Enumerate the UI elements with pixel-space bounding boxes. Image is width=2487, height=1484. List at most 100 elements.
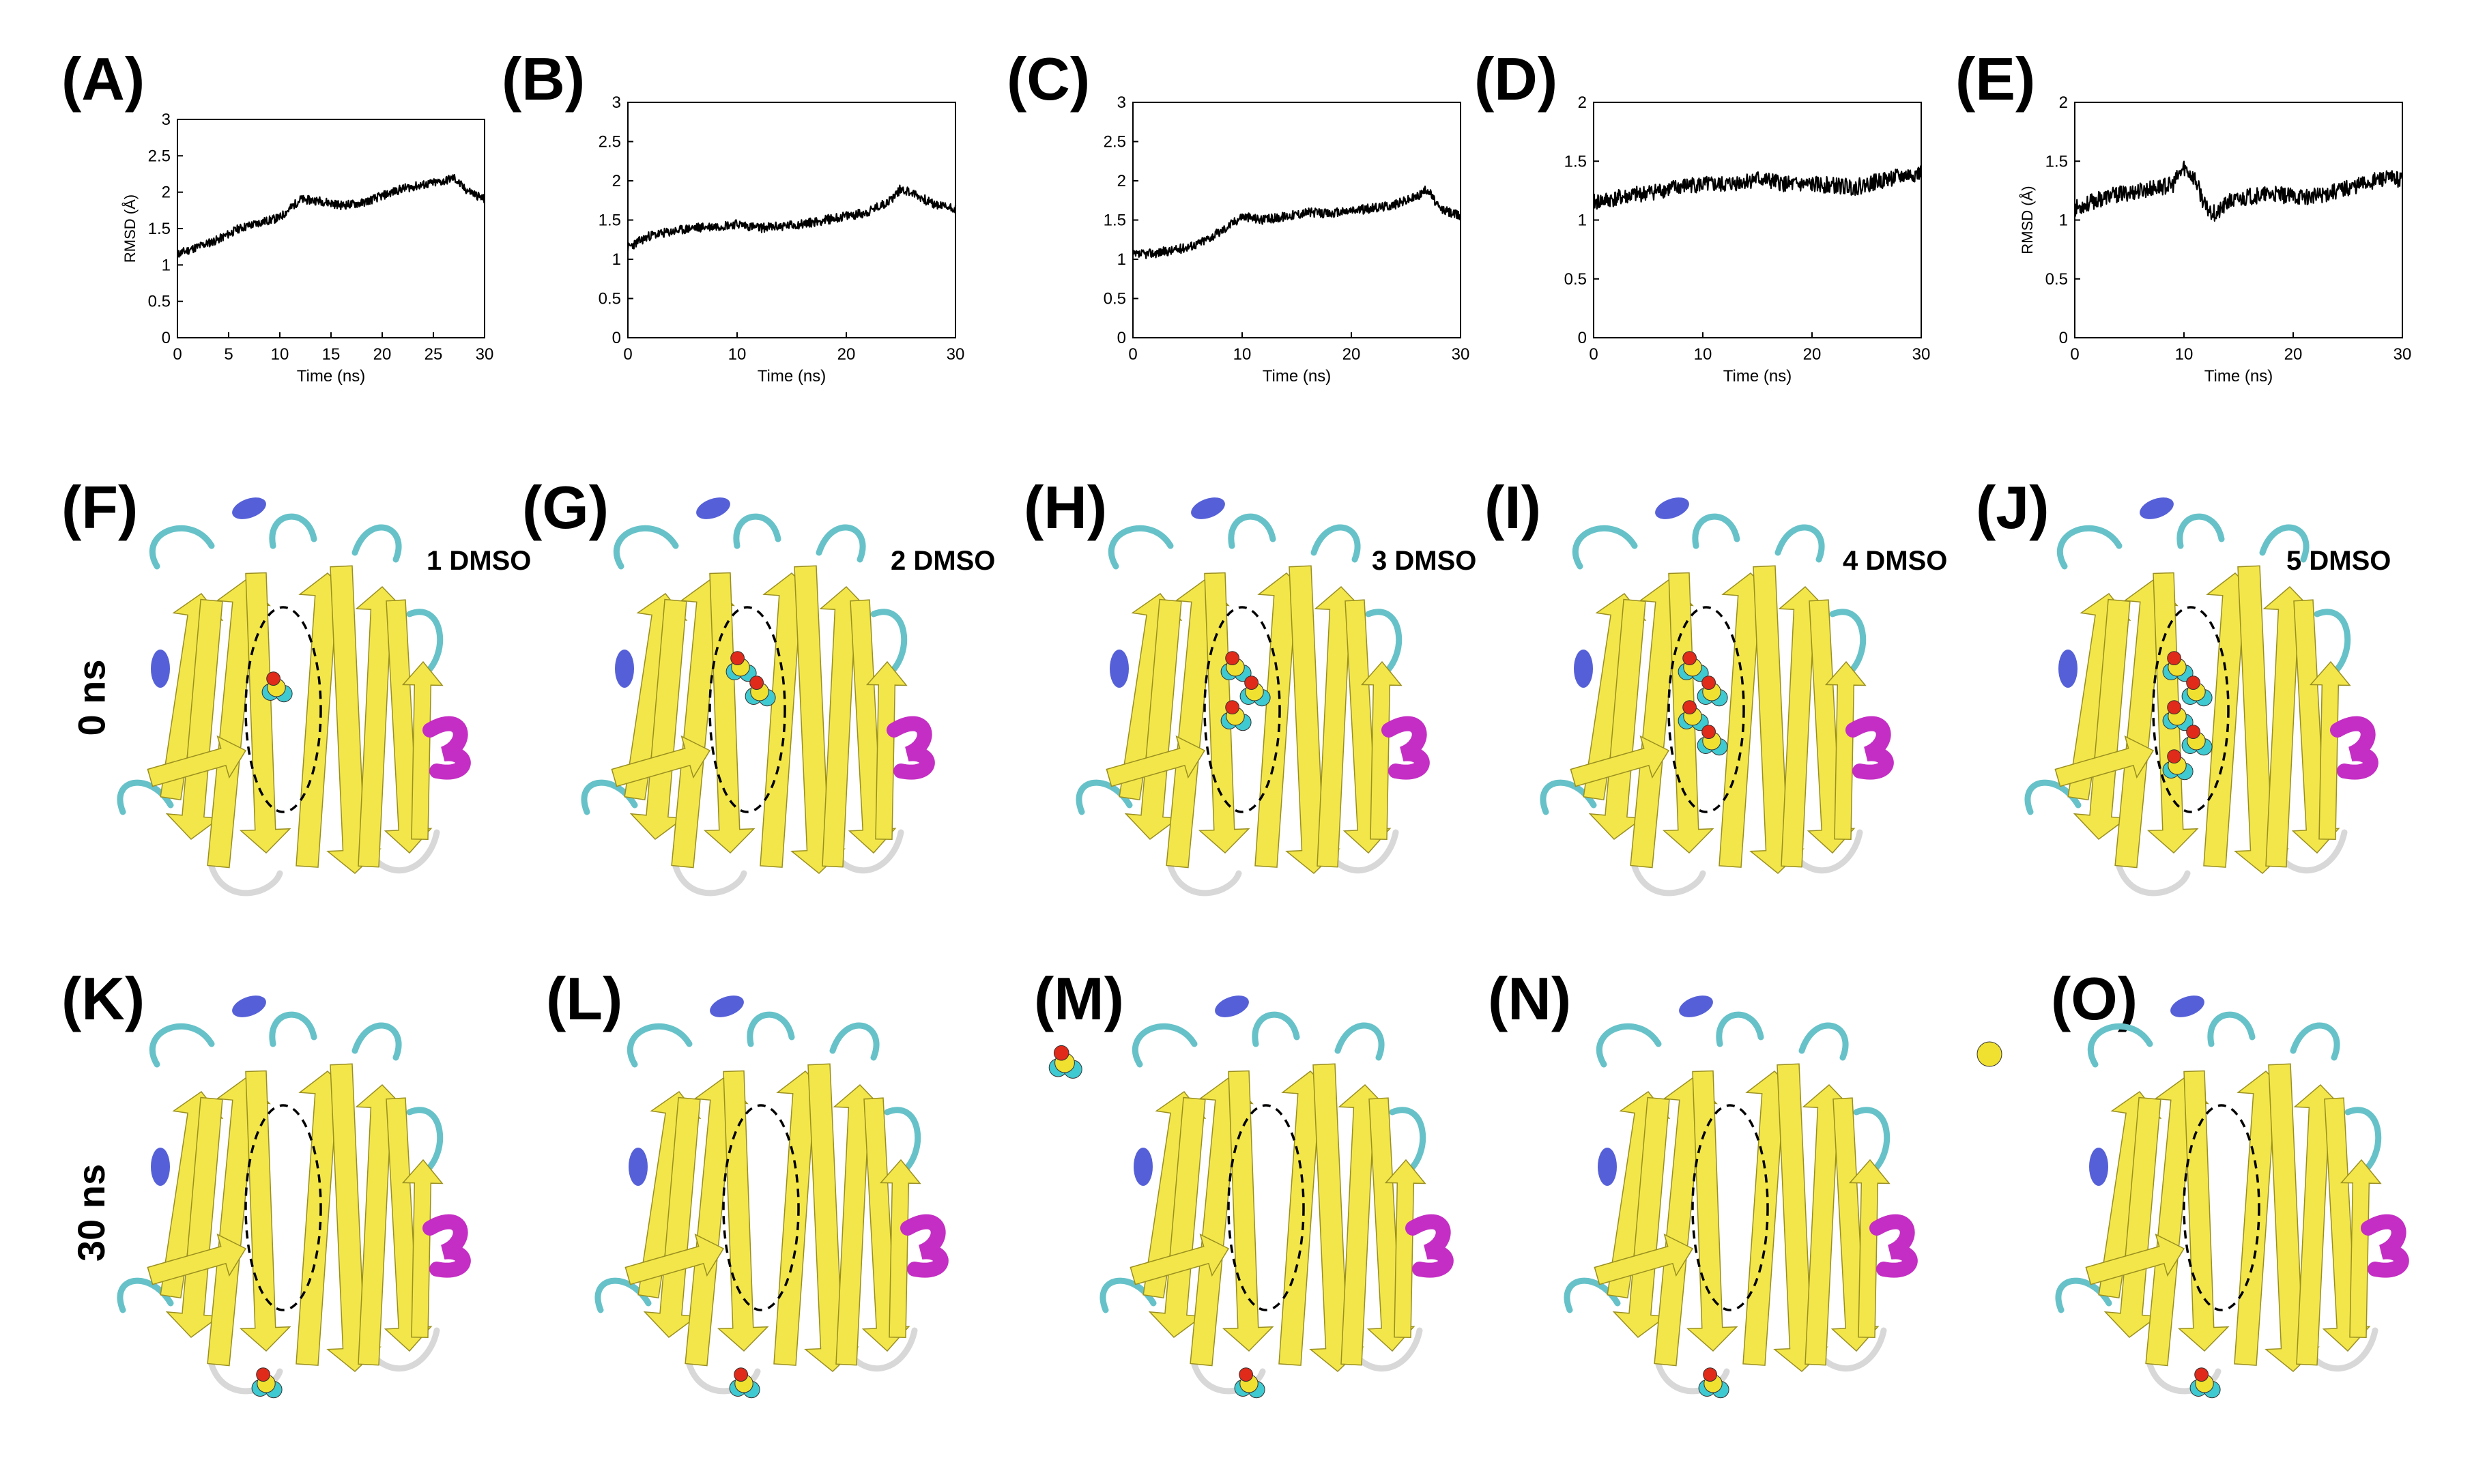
binding-pocket-outline [722, 1104, 800, 1311]
dmso-oxygen-atom [734, 1367, 749, 1382]
x-tick-label: 5 [224, 345, 233, 364]
helix-310 [1191, 497, 1225, 519]
turn-loop [672, 863, 747, 897]
coil-loop [747, 1011, 795, 1047]
protein-structure-g [573, 484, 983, 921]
alpha-helix [1405, 1214, 1454, 1278]
structure-svg [594, 995, 949, 1399]
coil-loop [406, 1107, 444, 1177]
free-dmso-molecule-o [1969, 1034, 2010, 1075]
helix-310 [1110, 650, 1129, 688]
helix-310 [232, 497, 266, 519]
dmso-count-label-1: 1 DMSO [427, 546, 532, 576]
beta-strand [147, 1233, 247, 1285]
y-tick-label: 1.5 [148, 220, 171, 238]
free-dmso-molecule-m [1041, 1041, 1089, 1088]
x-tick-label: 10 [1694, 345, 1712, 364]
coil-loop [1853, 1107, 1891, 1177]
alpha-helix [1381, 716, 1430, 780]
alpha-helix [1869, 1214, 1918, 1278]
rmsd-chart-e: 0 0.5 1 1.5 2 0 10 20 30 Time (ns) RMSD (Å) [2019, 93, 2411, 385]
dmso-oxygen-atom [1225, 700, 1240, 715]
beta-strand [1198, 572, 1250, 854]
beta-strand [2291, 599, 2340, 854]
protein-structure-h [1068, 484, 1478, 921]
coil-loop [1596, 1023, 1662, 1068]
panel-label-d: (D) [1474, 45, 1558, 113]
x-axis-label: Time (ns) [1263, 367, 1331, 385]
x-tick-label: 20 [373, 345, 392, 364]
coil-loop [2259, 524, 2310, 563]
turn-loop [2146, 1361, 2222, 1395]
x-tick-label: 20 [1342, 345, 1361, 364]
x-tick-label: 30 [476, 345, 494, 364]
binding-pocket-outline [1227, 1104, 1305, 1311]
helix-310 [2058, 650, 2078, 688]
x-tick-label: 15 [322, 345, 341, 364]
plot-frame [1593, 102, 1922, 338]
plot-frame [177, 119, 485, 338]
panel-label-g: (G) [522, 474, 609, 541]
beta-strand [1830, 1097, 1880, 1352]
y-tick-label: 1.5 [2045, 152, 2068, 171]
beta-strand [1570, 735, 1670, 787]
dmso-oxygen-atom [2167, 749, 2182, 764]
y-tick-label: 1.5 [1104, 212, 1126, 230]
coil-loop [1334, 1022, 1385, 1061]
y-tick-label: 0 [612, 329, 621, 347]
beta-strand [1588, 598, 1646, 840]
beta-strand [239, 572, 291, 854]
x-axis-label: Time (ns) [297, 367, 365, 385]
beta-strand [239, 1070, 291, 1352]
dmso-oxygen-atom [1701, 725, 1716, 740]
coil-loop [351, 524, 402, 563]
beta-strand [624, 1233, 725, 1285]
plot-frame [2074, 102, 2403, 338]
coil-loop [2087, 1023, 2153, 1068]
coil-loop [149, 1023, 215, 1068]
helix-310 [151, 650, 170, 688]
y-tick-label: 2 [162, 184, 171, 202]
coil-loop [149, 525, 215, 570]
panel-label-l: (L) [546, 965, 623, 1032]
y-tick-label: 0.5 [1104, 290, 1126, 308]
structure-svg [1076, 497, 1430, 897]
y-tick-label: 2 [612, 172, 621, 190]
panel-label-a: (A) [61, 45, 145, 113]
x-tick-label: 10 [1233, 345, 1252, 364]
coil-loop [2314, 609, 2351, 679]
beta-strand [2103, 1096, 2161, 1338]
binding-pocket-outline [1203, 606, 1281, 813]
binding-pocket-outline [708, 606, 786, 813]
panel-label-i: (I) [1484, 474, 1542, 541]
x-tick-label: 25 [425, 345, 443, 364]
y-tick-label: 0 [1117, 329, 1126, 347]
panel-label-o: (O) [2051, 965, 2138, 1032]
y-tick-label: 3 [162, 111, 171, 129]
dmso-oxygen-atom [1701, 675, 1716, 690]
y-tick-label: 2.5 [599, 133, 621, 151]
y-tick-label: 1.5 [1564, 152, 1587, 171]
row-label-0ns: 0 ns [70, 659, 113, 736]
y-tick-label: 2.5 [148, 147, 171, 165]
coil-loop [351, 1022, 402, 1061]
y-tick-label: 0 [2059, 329, 2068, 347]
x-tick-label: 10 [2175, 345, 2194, 364]
turn-loop [1631, 863, 1706, 897]
beta-strand [2309, 660, 2351, 840]
helix-310 [151, 1148, 170, 1186]
binding-pocket-outline [2152, 606, 2230, 813]
dmso-oxygen-atom [1239, 1367, 1254, 1382]
x-tick-label: 20 [1803, 345, 1822, 364]
dmso-oxygen-atom [1703, 1367, 1718, 1382]
alpha-helix [422, 1214, 471, 1278]
y-tick-label: 1 [2059, 212, 2068, 230]
beta-strand [165, 1096, 223, 1338]
beta-strand [865, 660, 908, 840]
coil-loop [269, 1011, 317, 1047]
beta-strand [643, 1096, 701, 1338]
x-tick-label: 0 [2070, 345, 2079, 364]
structure-svg [1564, 995, 1918, 1399]
